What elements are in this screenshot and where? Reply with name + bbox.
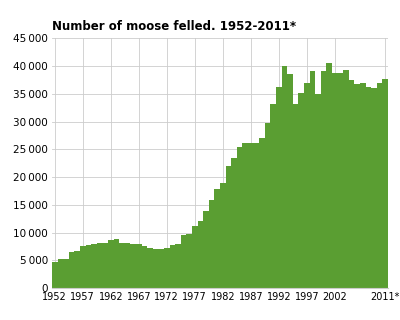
Bar [158, 249, 164, 288]
Bar [97, 243, 102, 288]
Bar [119, 243, 125, 288]
Bar [349, 80, 354, 288]
Bar [108, 240, 114, 288]
Bar [130, 244, 136, 288]
Bar [186, 234, 192, 288]
Bar [254, 143, 259, 288]
Bar [332, 73, 338, 288]
Bar [226, 166, 231, 288]
Bar [209, 200, 214, 288]
Bar [382, 79, 388, 288]
Bar [371, 88, 377, 288]
Bar [63, 259, 69, 288]
Bar [287, 74, 293, 288]
Bar [366, 87, 371, 288]
Bar [276, 87, 282, 288]
Bar [270, 104, 276, 288]
Bar [321, 71, 326, 288]
Bar [125, 243, 130, 288]
Bar [91, 244, 97, 288]
Bar [282, 66, 287, 288]
Bar [354, 84, 360, 288]
Bar [181, 235, 186, 288]
Bar [304, 83, 310, 288]
Bar [377, 83, 382, 288]
Text: Number of moose felled. 1952-2011*: Number of moose felled. 1952-2011* [52, 20, 296, 33]
Bar [338, 73, 343, 288]
Bar [343, 70, 349, 288]
Bar [175, 244, 181, 288]
Bar [242, 143, 248, 288]
Bar [326, 63, 332, 288]
Bar [265, 123, 270, 288]
Bar [310, 71, 315, 288]
Bar [237, 147, 242, 288]
Bar [153, 249, 158, 288]
Bar [220, 183, 226, 288]
Bar [198, 221, 203, 288]
Bar [192, 226, 198, 288]
Bar [114, 239, 119, 288]
Bar [259, 138, 265, 288]
Bar [52, 262, 58, 288]
Bar [102, 243, 108, 288]
Bar [147, 248, 153, 288]
Bar [293, 104, 298, 288]
Bar [58, 259, 63, 288]
Bar [248, 143, 254, 288]
Bar [170, 245, 175, 288]
Bar [231, 158, 237, 288]
Bar [74, 251, 80, 288]
Bar [142, 246, 147, 288]
Bar [203, 211, 209, 288]
Bar [136, 244, 142, 288]
Bar [298, 93, 304, 288]
Bar [80, 246, 86, 288]
Bar [315, 94, 321, 288]
Bar [86, 245, 91, 288]
Bar [360, 83, 366, 288]
Bar [69, 252, 74, 288]
Bar [214, 189, 220, 288]
Bar [164, 248, 170, 288]
